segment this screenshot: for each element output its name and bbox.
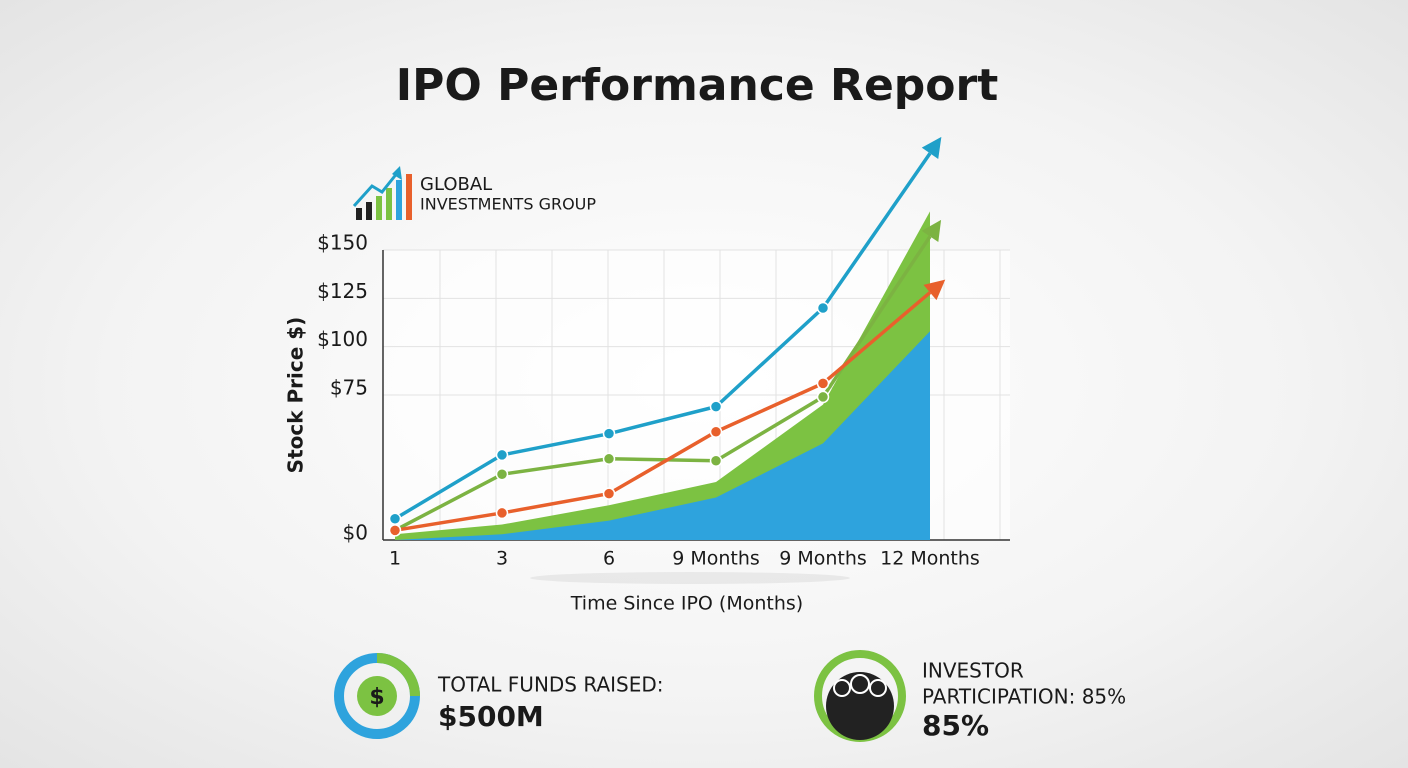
point — [816, 301, 830, 315]
logo-text: INVESTMENTS GROUP — [420, 195, 596, 214]
point — [602, 452, 616, 466]
point — [602, 427, 616, 440]
svg-text:$: $ — [369, 685, 384, 710]
y-tick-label: $100 — [317, 327, 368, 351]
x-tick-label: 1 — [389, 548, 401, 570]
y-tick-label: $125 — [317, 279, 368, 303]
y-tick-label: $0 — [343, 521, 368, 545]
point — [816, 390, 830, 404]
stat-label: INVESTOR — [922, 659, 1024, 683]
stat-value: 85% — [922, 709, 989, 742]
stat-label: TOTAL FUNDS RAISED: — [437, 673, 664, 697]
x-tick-label: 9 Months — [672, 548, 760, 570]
area — [395, 331, 930, 540]
point — [388, 512, 402, 525]
x-tick-label: 3 — [496, 548, 508, 570]
arrowhead — [921, 219, 942, 243]
arrowhead — [923, 279, 946, 301]
point — [816, 377, 830, 390]
y-tick-label: $75 — [330, 376, 368, 400]
logo-text: GLOBAL — [420, 174, 492, 195]
stat-label: PARTICIPATION: 85% — [922, 685, 1126, 709]
point — [388, 524, 402, 537]
x-tick-label: 6 — [603, 548, 615, 570]
point — [602, 487, 616, 500]
line — [394, 152, 932, 521]
point — [495, 468, 509, 481]
x-tick-label: 12 Months — [880, 548, 980, 570]
y-axis-label: Stock Price $) — [284, 317, 308, 474]
title: IPO Performance Report — [396, 60, 999, 111]
point — [709, 400, 723, 413]
point — [709, 425, 723, 438]
stat-value: $500M — [438, 700, 544, 733]
logo-icon — [352, 166, 412, 220]
x-tick-label: 9 Months — [779, 548, 867, 570]
shadow — [530, 572, 850, 584]
arrowhead — [921, 136, 942, 160]
funds-icon: $ — [334, 653, 420, 739]
investor-icon — [814, 650, 906, 742]
point — [495, 506, 509, 520]
x-axis-label: Time Since IPO (Months) — [570, 593, 803, 615]
line — [394, 291, 932, 533]
point — [495, 448, 509, 462]
y-tick-label: $150 — [317, 231, 368, 255]
point — [709, 454, 723, 467]
